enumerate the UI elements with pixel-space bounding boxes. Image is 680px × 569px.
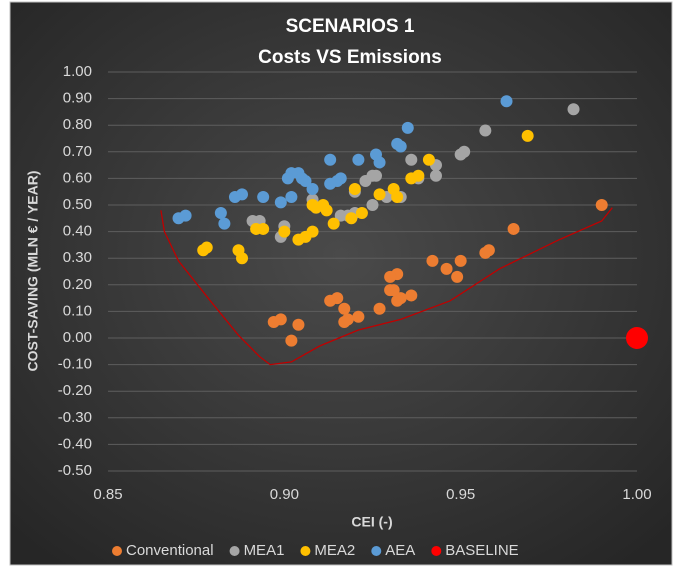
scatter-point [387,183,400,196]
scatter-point [567,103,580,116]
y-tick-label: 1.00 [63,63,92,80]
scatter-point [285,191,298,204]
chart-title: SCENARIOS 1 [286,16,415,37]
scatter-point [292,318,305,331]
scatter-point [197,244,210,257]
y-tick-label: -0.30 [58,409,92,426]
scatter-point [405,289,418,302]
scatter-point [373,302,386,315]
y-tick-label: 0.10 [63,302,92,319]
scatter-point [507,222,520,235]
scatter-point [479,246,492,259]
scatter-point [391,137,404,150]
legend-marker [112,546,122,556]
scatter-point [324,153,337,166]
legend-marker [229,546,240,556]
scatter-point [281,172,294,185]
scatter-point [454,148,467,161]
y-tick-label: 0.60 [63,169,92,186]
y-tick-label: 0.50 [63,196,92,213]
scatter-point [324,294,337,307]
y-tick-label: -0.20 [58,382,92,399]
scatter-point [373,188,386,201]
scatter-point [451,270,464,283]
scatter-point [172,212,185,225]
scatter-point [345,212,358,225]
scatter-point [338,302,351,315]
scatter-point [440,262,453,275]
scatter-point [292,233,305,246]
y-tick-label: 0.20 [63,276,92,293]
scatter-point [454,254,467,267]
scatter-point [278,225,291,238]
scatter-point [306,183,319,196]
scatter-point [429,169,442,182]
x-tick-label: 1.00 [622,486,651,503]
scatter-point [250,222,263,235]
legend-label: MEA1 [244,542,285,559]
y-tick-label: -0.40 [58,435,92,452]
scatter-point [426,254,439,267]
scatter-point [370,148,383,161]
scatter-point [401,121,414,134]
chart-background [9,1,673,566]
legend-marker [300,546,311,556]
scatter-point [214,206,227,219]
scatter-point [355,206,368,219]
scatter-point [366,169,379,182]
y-tick-label: 0.00 [63,329,92,346]
scatter-point [218,217,231,230]
scatter-point [236,252,249,265]
y-tick-label: 0.90 [63,90,92,107]
scatter-point [352,153,365,166]
scatter-point [324,177,337,190]
y-tick-label: 0.30 [63,249,92,266]
scatter-point [228,191,241,204]
frontier-line [160,207,613,366]
legend-label: MEA2 [314,542,355,559]
x-tick-label: 0.85 [93,486,122,503]
scatter-point [334,209,347,222]
y-axis-title: COST-SAVING (MLN € / YEAR) [25,171,41,372]
scatter-point [285,334,298,347]
chart-subtitle: Costs VS Emissions [258,47,442,68]
scatter-point [257,191,270,204]
scatter-point [352,310,365,323]
scatter-point [595,199,608,211]
scatter-point [387,284,400,297]
legend-marker [431,546,442,556]
scatter-point [405,172,418,185]
scatter-point [384,270,397,283]
scatter-point [327,217,340,230]
legend-marker [371,546,382,556]
scatter-point [479,124,492,137]
scatter-point [500,95,513,108]
scatter-point [267,316,280,329]
y-tick-label: 0.80 [63,116,92,133]
x-tick-label: 0.90 [270,486,299,503]
y-tick-label: -0.50 [58,462,92,479]
y-tick-label: -0.10 [58,356,92,373]
y-tick-label: 0.70 [63,143,92,160]
scatter-point [306,199,319,211]
scatter-point [366,199,379,211]
legend-label: Conventional [126,542,214,559]
scatter-point [391,294,404,307]
legend-label: AEA [385,542,415,559]
scatter-point [348,183,361,196]
x-tick-label: 0.95 [446,486,475,503]
scatter-point [274,196,287,209]
legend-label: BASELINE [445,542,518,559]
scatter-point [405,153,418,166]
y-tick-label: 0.40 [63,223,92,240]
x-axis-title: CEI (-) [351,514,392,530]
scatter-point [626,327,648,349]
scatter-point [422,153,435,166]
scatter-point [341,313,354,326]
scatter-point [521,129,534,142]
